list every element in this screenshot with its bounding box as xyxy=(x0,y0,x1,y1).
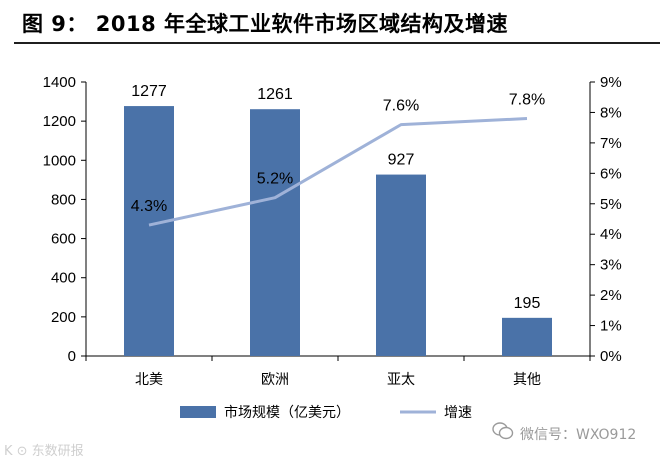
growth-value-label: 5.2% xyxy=(257,171,293,188)
right-tick-label: 9% xyxy=(600,74,622,91)
right-tick-label: 7% xyxy=(600,135,622,152)
growth-value-label: 7.8% xyxy=(509,92,545,109)
legend-bar-label: 市场规模（亿美元） xyxy=(224,404,350,421)
wechat-icon xyxy=(492,422,514,440)
left-tick-label: 800 xyxy=(51,191,76,208)
right-tick-label: 3% xyxy=(600,257,622,274)
bar-4 xyxy=(502,317,552,356)
bar-value-label: 927 xyxy=(388,152,415,169)
chart-title: 图 9： 2018 年全球工业软件市场区域结构及增速 xyxy=(22,12,508,36)
left-tick-label: 0 xyxy=(68,348,76,365)
bar-1 xyxy=(124,106,174,356)
left-tick-label: 200 xyxy=(51,309,76,326)
right-tick-label: 1% xyxy=(600,318,622,335)
watermark-left: K ⊙ 东数研报 xyxy=(4,444,84,459)
bar-value-label: 1261 xyxy=(257,86,293,103)
legend-line-label: 增速 xyxy=(444,405,472,421)
watermark-right: 微信号：WXO912 xyxy=(520,427,637,443)
category-label: 欧洲 xyxy=(261,372,289,388)
growth-line xyxy=(148,117,528,227)
left-tick-label: 1400 xyxy=(43,74,76,91)
category-label: 北美 xyxy=(135,372,163,388)
left-tick-label: 1200 xyxy=(43,113,76,130)
right-tick-label: 5% xyxy=(600,196,622,213)
category-label: 亚太 xyxy=(387,372,415,388)
legend-bar-swatch xyxy=(180,406,216,418)
category-label: 其他 xyxy=(513,372,541,388)
bar-value-label: 1277 xyxy=(131,83,167,100)
bar-2 xyxy=(250,109,300,356)
right-tick-label: 8% xyxy=(600,104,622,121)
bar-3 xyxy=(376,174,426,356)
growth-value-label: 4.3% xyxy=(131,198,167,215)
bar-value-label: 195 xyxy=(514,295,541,312)
right-tick-label: 4% xyxy=(600,226,622,243)
title-rule xyxy=(14,42,660,44)
right-tick-label: 2% xyxy=(600,287,622,304)
left-tick-label: 1000 xyxy=(43,152,76,169)
right-tick-label: 6% xyxy=(600,165,622,182)
left-tick-label: 600 xyxy=(51,231,76,248)
growth-value-label: 7.6% xyxy=(383,98,419,115)
right-tick-label: 0% xyxy=(600,348,622,365)
left-tick-label: 400 xyxy=(51,270,76,287)
